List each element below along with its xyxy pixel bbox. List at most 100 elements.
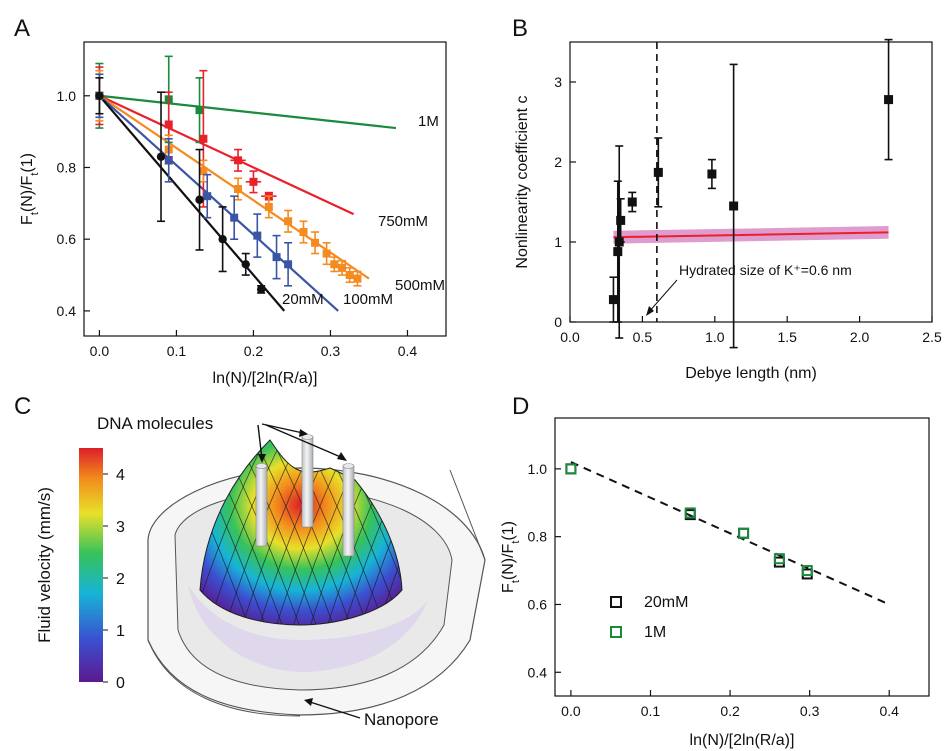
data-point-1m bbox=[801, 565, 813, 577]
panel-b-ytick-label: 0 bbox=[554, 314, 562, 330]
panel-d-frame bbox=[554, 417, 930, 697]
velocity-colorbar bbox=[79, 448, 103, 682]
panel-b-xtick-label: 0.5 bbox=[633, 329, 653, 345]
data-point-1m bbox=[565, 463, 577, 475]
wall-edge bbox=[449, 469, 486, 561]
data-point-500mm bbox=[284, 217, 293, 226]
panel-a-xtick-label: 0.4 bbox=[398, 343, 418, 359]
colorbar-label: Fluid velocity (mm/s) bbox=[35, 487, 54, 643]
data-point-500mm bbox=[299, 228, 308, 237]
panel-a-ytick-label: 0.8 bbox=[57, 159, 77, 175]
data-point-750mm bbox=[164, 120, 173, 129]
panel-b-xlabel: Debye length (nm) bbox=[685, 365, 817, 382]
panel-d-ytick-label: 0.4 bbox=[528, 664, 548, 680]
data-point bbox=[614, 237, 624, 247]
colorbar-tick-label: 2 bbox=[116, 571, 125, 588]
data-point-1m bbox=[773, 553, 785, 565]
data-point-100mm bbox=[272, 253, 281, 262]
colorbar-tick-label: 0 bbox=[116, 675, 125, 692]
panel-a-frame bbox=[83, 41, 447, 337]
data-point-100mm bbox=[164, 156, 173, 165]
data-point-100mm bbox=[253, 231, 262, 240]
colorbar-tick-label: 3 bbox=[116, 519, 125, 536]
legend-label-20mm: 20mM bbox=[644, 594, 688, 611]
series-label-100mm: 100mM bbox=[343, 291, 393, 308]
panel-d-xtick-label: 0.2 bbox=[720, 703, 740, 719]
fit-line-1m bbox=[99, 94, 397, 130]
data-point bbox=[616, 215, 626, 225]
colorbar-tick-label: 4 bbox=[116, 467, 125, 484]
data-point-20mm bbox=[773, 556, 785, 568]
series-label-500mm: 500mM bbox=[395, 277, 445, 294]
data-point-500mm bbox=[234, 185, 243, 193]
data-point-20mm bbox=[738, 527, 750, 539]
data-point bbox=[627, 197, 637, 207]
panel-b-xtick-label: 1.5 bbox=[777, 329, 797, 345]
data-point bbox=[653, 167, 663, 177]
panel-b-ytick-label: 2 bbox=[554, 154, 562, 170]
panel-b-fit bbox=[613, 226, 889, 244]
panel-d-xtick-label: 0.4 bbox=[879, 703, 899, 719]
panel-letter-d: D bbox=[512, 393, 529, 420]
fit-line-20mm bbox=[98, 95, 286, 312]
fit-line-750mm bbox=[98, 94, 355, 216]
panel-d-ylabel: Ft(N)/Ft(1) bbox=[500, 521, 522, 593]
arrowhead-middle-icon bbox=[299, 429, 308, 437]
data-point-500mm bbox=[311, 238, 320, 247]
data-point-20mm bbox=[195, 195, 204, 204]
panel-a-points bbox=[95, 55, 362, 294]
dna-molecules-label: DNA molecules bbox=[97, 414, 213, 433]
data-point-750mm bbox=[234, 156, 243, 165]
panel-letter-b: B bbox=[512, 15, 528, 42]
data-point bbox=[613, 247, 623, 257]
panel-a-chart: 0.0 0.1 0.2 0.3 0.4 0.4 0.6 0.8 1.0 ln(N)/[2ln(R… bbox=[19, 41, 447, 387]
dna-rod-right bbox=[342, 463, 355, 557]
panel-a-xtick-label: 0.0 bbox=[90, 343, 110, 359]
panel-d-axes: 0.0 0.1 0.2 0.3 0.4 0.4 0.6 0.8 1.0 bbox=[528, 461, 900, 719]
data-point-500mm bbox=[353, 274, 362, 283]
data-point-100mm bbox=[284, 260, 293, 269]
legend-swatch-20mm bbox=[610, 596, 622, 608]
colorbar-ticks: 0 1 2 3 4 bbox=[103, 467, 125, 692]
legend-swatch-1m bbox=[610, 626, 622, 638]
data-point bbox=[884, 95, 894, 105]
annotation-arrow bbox=[647, 279, 678, 314]
panel-d-legend: 20mM 1M bbox=[610, 594, 688, 641]
panel-d-xtick-label: 0.0 bbox=[561, 703, 581, 719]
panel-b-xtick-label: 0.0 bbox=[560, 329, 580, 345]
panel-d-xlabel: ln(N)/[2ln(R/a)] bbox=[690, 732, 795, 749]
panel-b-chart: 0.0 0.5 1.0 1.5 2.0 2.5 0 1 2 3 Hydrated size of … bbox=[514, 38, 942, 382]
arrowhead-right-icon bbox=[337, 452, 347, 461]
panel-b-xtick-label: 1.0 bbox=[705, 329, 725, 345]
hydrated-size-annotation: Hydrated size of K⁺=0.6 nm bbox=[679, 262, 852, 278]
data-point-500mm bbox=[264, 202, 273, 211]
panel-d-ytick-label: 0.6 bbox=[528, 596, 548, 612]
nanopore-arrowhead-icon bbox=[304, 698, 313, 706]
arrowhead-left-icon bbox=[258, 454, 266, 463]
panel-letter-c: C bbox=[14, 393, 31, 420]
data-point-500mm bbox=[322, 249, 331, 258]
data-point-20mm bbox=[218, 234, 227, 244]
fit-line bbox=[613, 231, 889, 239]
data-point-1m bbox=[738, 527, 750, 539]
data-point-20mm bbox=[256, 285, 266, 294]
series-label-20mm: 20mM bbox=[282, 291, 324, 308]
cylinder-floor bbox=[188, 585, 428, 672]
panel-b-ytick-label: 1 bbox=[554, 234, 562, 250]
panel-letter-a: A bbox=[14, 15, 30, 42]
wall-bottom-edge bbox=[147, 639, 301, 717]
data-point-100mm bbox=[230, 213, 239, 222]
panel-d-xtick-label: 0.3 bbox=[800, 703, 820, 719]
data-point-1m bbox=[684, 507, 696, 519]
panel-b-xtick-label: 2.5 bbox=[922, 329, 942, 345]
data-point-500mm bbox=[338, 263, 347, 272]
data-point-100mm bbox=[203, 192, 212, 201]
panel-a-ytick-label: 0.6 bbox=[57, 231, 77, 247]
panel-b-axes: 0.0 0.5 1.0 1.5 2.0 2.5 0 1 2 3 bbox=[554, 74, 942, 345]
panel-a-ytick-label: 1.0 bbox=[57, 88, 77, 104]
annotation-arrowhead-icon bbox=[646, 306, 654, 316]
panel-d-xtick-label: 0.1 bbox=[641, 703, 661, 719]
data-point-20mm bbox=[801, 568, 813, 580]
panel-b-frame bbox=[569, 41, 933, 323]
